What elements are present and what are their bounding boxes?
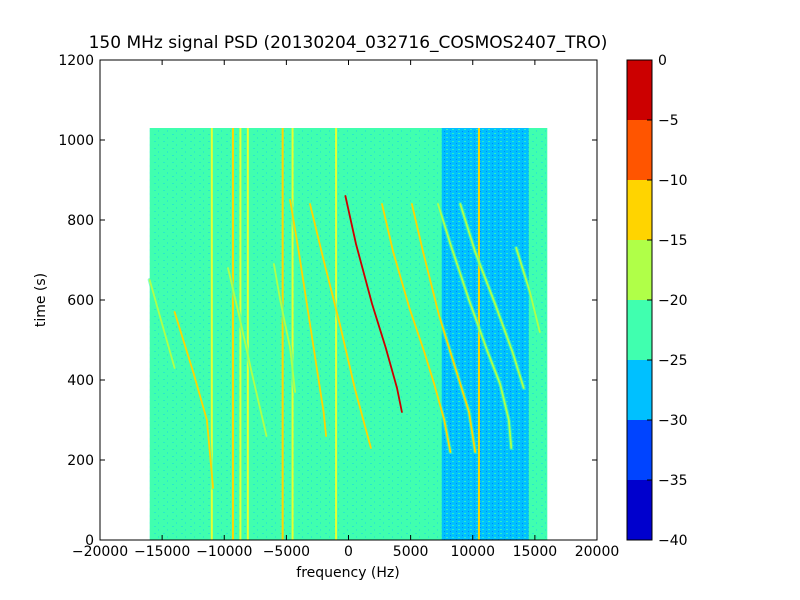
doppler-track <box>309 203 372 449</box>
colorbar-tick-label: −10 <box>658 173 688 189</box>
x-tick-label: 10000 <box>450 544 495 560</box>
colorbar-tick-label: −40 <box>658 533 688 549</box>
x-tick-label: −15000 <box>134 544 190 560</box>
quiet-band <box>441 128 529 540</box>
doppler-track <box>273 263 296 393</box>
y-tick-label: 0 <box>85 533 94 549</box>
doppler-track <box>437 203 513 449</box>
colorbar-segment <box>627 360 652 420</box>
doppler-track <box>411 203 477 453</box>
x-tick-label: −5000 <box>263 544 310 560</box>
colorbar-segment <box>627 180 652 240</box>
colorbar-tick-label: −15 <box>658 233 688 249</box>
colorbar-segment <box>627 480 652 540</box>
colorbar-segment <box>627 420 652 480</box>
doppler-track <box>381 203 452 453</box>
colorbar: 0 −5 −10 −15 −20 −25 −30 −35 −40 <box>626 53 688 549</box>
colorbar-tick-label: 0 <box>658 53 667 69</box>
doppler-track <box>459 203 525 389</box>
y-tick-label: 200 <box>67 453 94 469</box>
colorbar-tick-label: −5 <box>658 113 679 129</box>
y-axis-label: time (s) <box>33 273 49 327</box>
x-tick-label: 0 <box>344 544 353 560</box>
colorbar-segment <box>627 240 652 300</box>
colorbar-segment <box>627 300 652 360</box>
colorbar-tick-label: −30 <box>658 413 688 429</box>
x-tick-label: −10000 <box>196 544 252 560</box>
y-tick-label: 600 <box>67 293 94 309</box>
y-axis: 0 200 400 600 800 1000 1200 <box>58 53 597 549</box>
doppler-track <box>173 311 214 489</box>
x-tick-label: 20000 <box>575 544 620 560</box>
plot-area <box>147 128 548 540</box>
doppler-track <box>344 195 403 413</box>
x-tick-label: −20000 <box>72 544 128 560</box>
colorbar-tick-label: −35 <box>658 473 688 489</box>
y-tick-label: 1200 <box>58 53 94 69</box>
colorbar-segment <box>627 120 652 180</box>
x-tick-label: 5000 <box>393 544 429 560</box>
doppler-track <box>515 247 541 333</box>
doppler-track <box>227 267 268 437</box>
x-tick-label: 15000 <box>513 544 558 560</box>
x-axis: −20000 −15000 −10000 −5000 0 5000 10000 15000 20… <box>72 60 619 560</box>
colorbar-tick-label: −20 <box>658 293 688 309</box>
colorbar-tick-label: −25 <box>658 353 688 369</box>
y-tick-label: 800 <box>67 213 94 229</box>
colorbar-segment <box>627 60 652 120</box>
x-axis-label: frequency (Hz) <box>296 565 399 581</box>
y-tick-label: 400 <box>67 373 94 389</box>
doppler-track <box>148 279 176 369</box>
y-tick-label: 1000 <box>58 133 94 149</box>
doppler-track <box>289 199 327 437</box>
chart-title: 150 MHz signal PSD (20130204_032716_COSM… <box>89 33 608 53</box>
